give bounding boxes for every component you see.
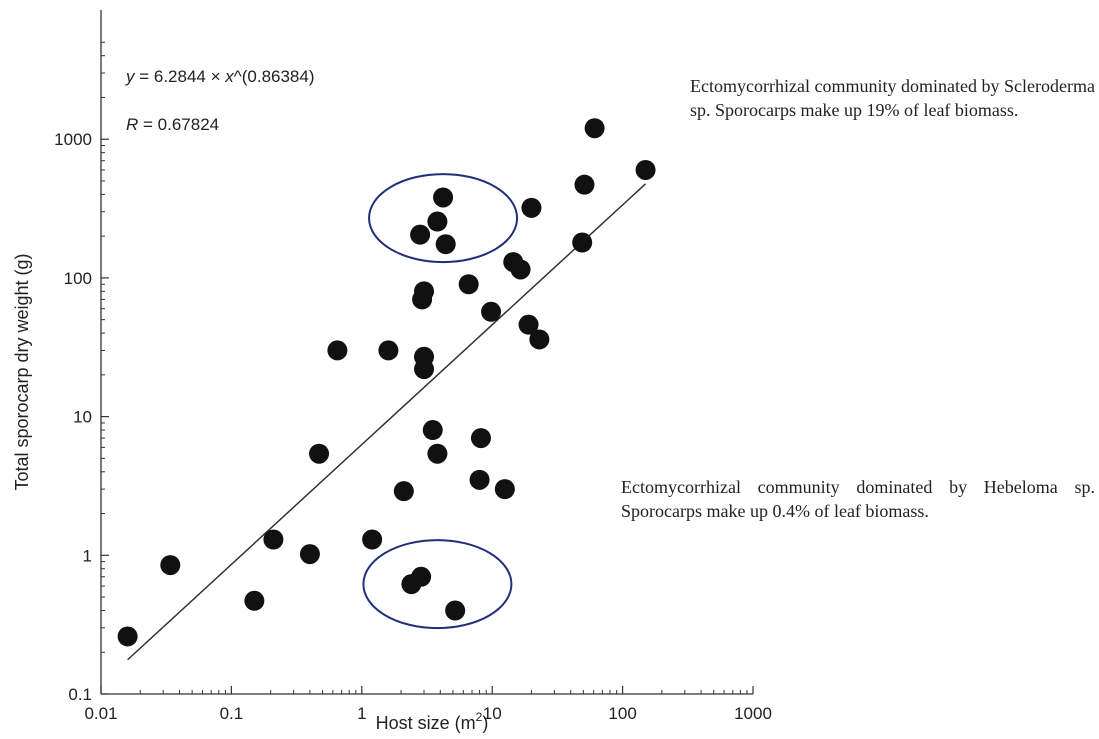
data-point xyxy=(427,211,448,232)
data-point xyxy=(445,600,466,621)
x-tick-label: 0.01 xyxy=(84,704,117,723)
x-tick-label: 0.1 xyxy=(220,704,244,723)
data-point xyxy=(433,187,454,208)
data-point xyxy=(435,234,456,255)
y-tick-label: 100 xyxy=(64,269,92,288)
data-point xyxy=(529,329,550,350)
data-point xyxy=(584,118,605,139)
data-points xyxy=(117,118,656,647)
y-axis-title: Total sporocarp dry weight (g) xyxy=(12,253,32,490)
data-point xyxy=(299,544,320,565)
data-point xyxy=(378,340,399,361)
data-point xyxy=(494,479,515,500)
data-point xyxy=(574,174,595,195)
data-point xyxy=(411,566,432,587)
y-tick-label: 1 xyxy=(83,546,92,565)
annotation-hebeloma: Ectomycorrhizal community dominated by H… xyxy=(621,477,1095,521)
data-point xyxy=(117,626,138,647)
data-point xyxy=(469,469,490,490)
x-tick-label: 1000 xyxy=(734,704,772,723)
data-point xyxy=(572,232,593,253)
data-point xyxy=(327,340,348,361)
highlight-ellipse xyxy=(362,539,513,630)
data-point xyxy=(510,259,531,280)
y-tick-label: 10 xyxy=(73,408,92,427)
y-tick-label: 1000 xyxy=(54,130,92,149)
x-tick-label: 10 xyxy=(483,704,502,723)
data-point xyxy=(263,529,284,550)
data-point xyxy=(244,590,265,611)
data-point xyxy=(518,314,539,335)
regression-equation: y = 6.2844 × x^(0.86384) xyxy=(125,67,315,86)
data-point xyxy=(422,420,443,441)
x-tick-label: 100 xyxy=(608,704,636,723)
data-point xyxy=(309,443,330,464)
correlation-coefficient: R = 0.67824 xyxy=(126,115,219,134)
y-tick-label: 0.1 xyxy=(68,685,92,704)
data-point xyxy=(481,301,502,322)
data-point xyxy=(458,274,479,295)
highlight-ellipses xyxy=(362,173,519,630)
regression-fit xyxy=(127,183,647,661)
data-point xyxy=(410,224,431,245)
data-point xyxy=(470,428,491,449)
x-axis-title: Host size (m2) xyxy=(376,710,489,733)
x-tick-label: 1 xyxy=(357,704,366,723)
annotation-scleroderma: Ectomycorrhizal community dominated by S… xyxy=(690,76,1095,120)
fit-line xyxy=(127,183,647,661)
data-point xyxy=(160,555,181,576)
data-point xyxy=(427,443,448,464)
data-point xyxy=(414,359,435,380)
data-point xyxy=(521,197,542,218)
data-point xyxy=(635,159,656,180)
highlight-ellipse xyxy=(368,173,519,264)
data-point xyxy=(414,281,435,302)
data-point xyxy=(362,529,383,550)
data-point xyxy=(393,481,414,502)
